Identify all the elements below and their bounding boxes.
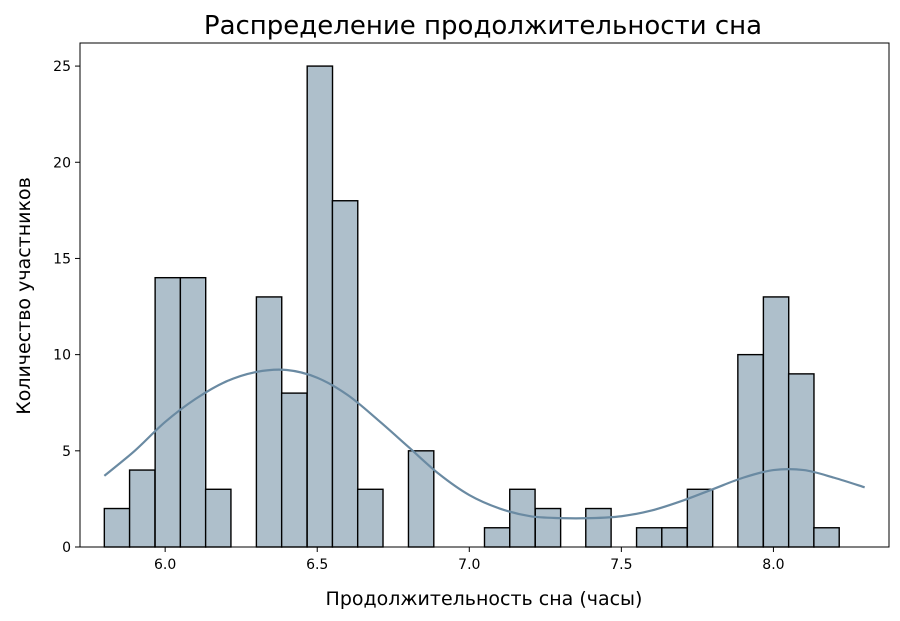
y-tick-label: 25 <box>53 59 71 75</box>
histogram-bar <box>280 392 308 548</box>
plot-frame <box>79 42 890 548</box>
x-tick-label: 6.0 <box>154 557 176 573</box>
histogram-bar <box>179 276 207 548</box>
histogram-bar <box>737 353 764 548</box>
y-axis: 0 5 10 15 20 25 <box>53 59 80 556</box>
histogram-bar <box>306 65 334 548</box>
histogram-bar <box>534 507 562 548</box>
histogram-bar <box>787 373 815 548</box>
histogram-bar <box>509 488 536 548</box>
y-tick-label: 15 <box>53 251 71 267</box>
histogram-bar <box>331 200 359 548</box>
histogram-bar <box>661 527 688 548</box>
x-tick-label: 7.5 <box>610 557 632 573</box>
x-tick-label: 8.0 <box>762 557 784 573</box>
chart-title: Распределение продолжительности сна <box>204 11 762 41</box>
histogram-bar <box>762 296 790 548</box>
histogram-bar <box>585 507 612 548</box>
y-tick-label: 0 <box>62 540 71 556</box>
histogram-bar <box>128 469 156 548</box>
histogram-bar <box>483 527 511 548</box>
plot-area <box>103 65 866 548</box>
histogram-bar <box>356 488 384 548</box>
kde-curve <box>103 368 866 520</box>
y-axis-label: Количество участников <box>13 177 35 415</box>
x-tick-label: 6.5 <box>306 557 328 573</box>
x-tick-label: 7.0 <box>458 557 480 573</box>
histogram-bar <box>255 296 283 548</box>
histogram-bar <box>813 527 840 548</box>
y-tick-label: 10 <box>53 348 71 364</box>
x-axis: 6.0 6.5 7.0 7.5 8.0 <box>154 547 785 573</box>
histogram-bar <box>635 527 663 548</box>
y-tick-label: 5 <box>62 444 71 460</box>
histogram-bar <box>103 507 131 548</box>
x-axis-label: Продолжительность сна (часы) <box>326 588 643 610</box>
histogram-bar <box>204 488 232 548</box>
y-tick-label: 20 <box>53 155 71 171</box>
